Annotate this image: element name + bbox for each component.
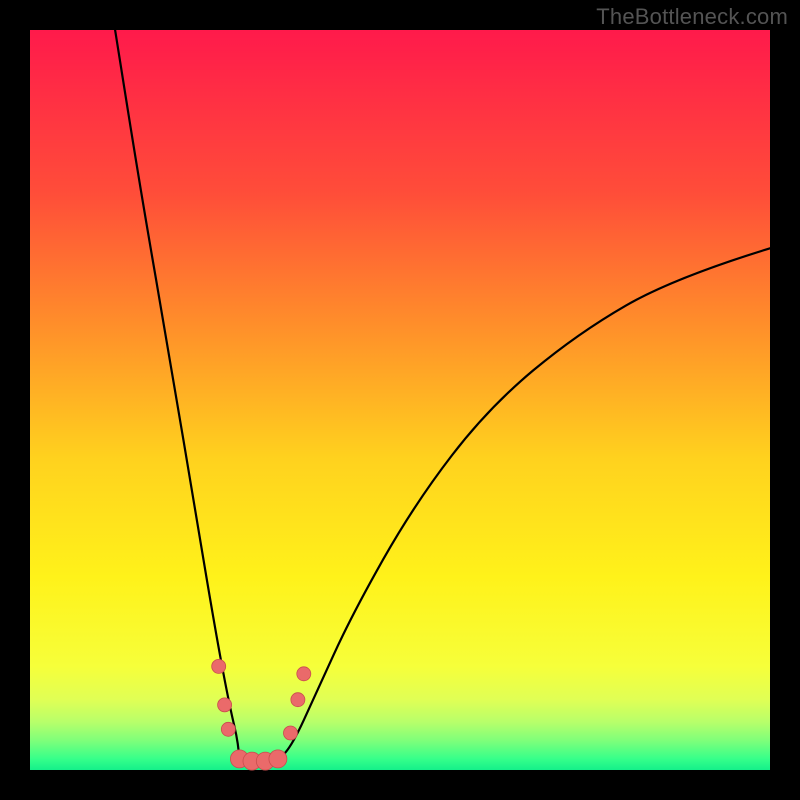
curve-marker	[297, 667, 311, 681]
bottleneck-chart	[0, 0, 800, 800]
curve-marker	[291, 693, 305, 707]
curve-marker	[269, 750, 287, 768]
curve-marker	[221, 722, 235, 736]
curve-marker	[212, 659, 226, 673]
watermark-text: TheBottleneck.com	[596, 4, 788, 30]
chart-gradient-panel	[30, 30, 770, 770]
curve-marker	[218, 698, 232, 712]
curve-marker	[283, 726, 297, 740]
